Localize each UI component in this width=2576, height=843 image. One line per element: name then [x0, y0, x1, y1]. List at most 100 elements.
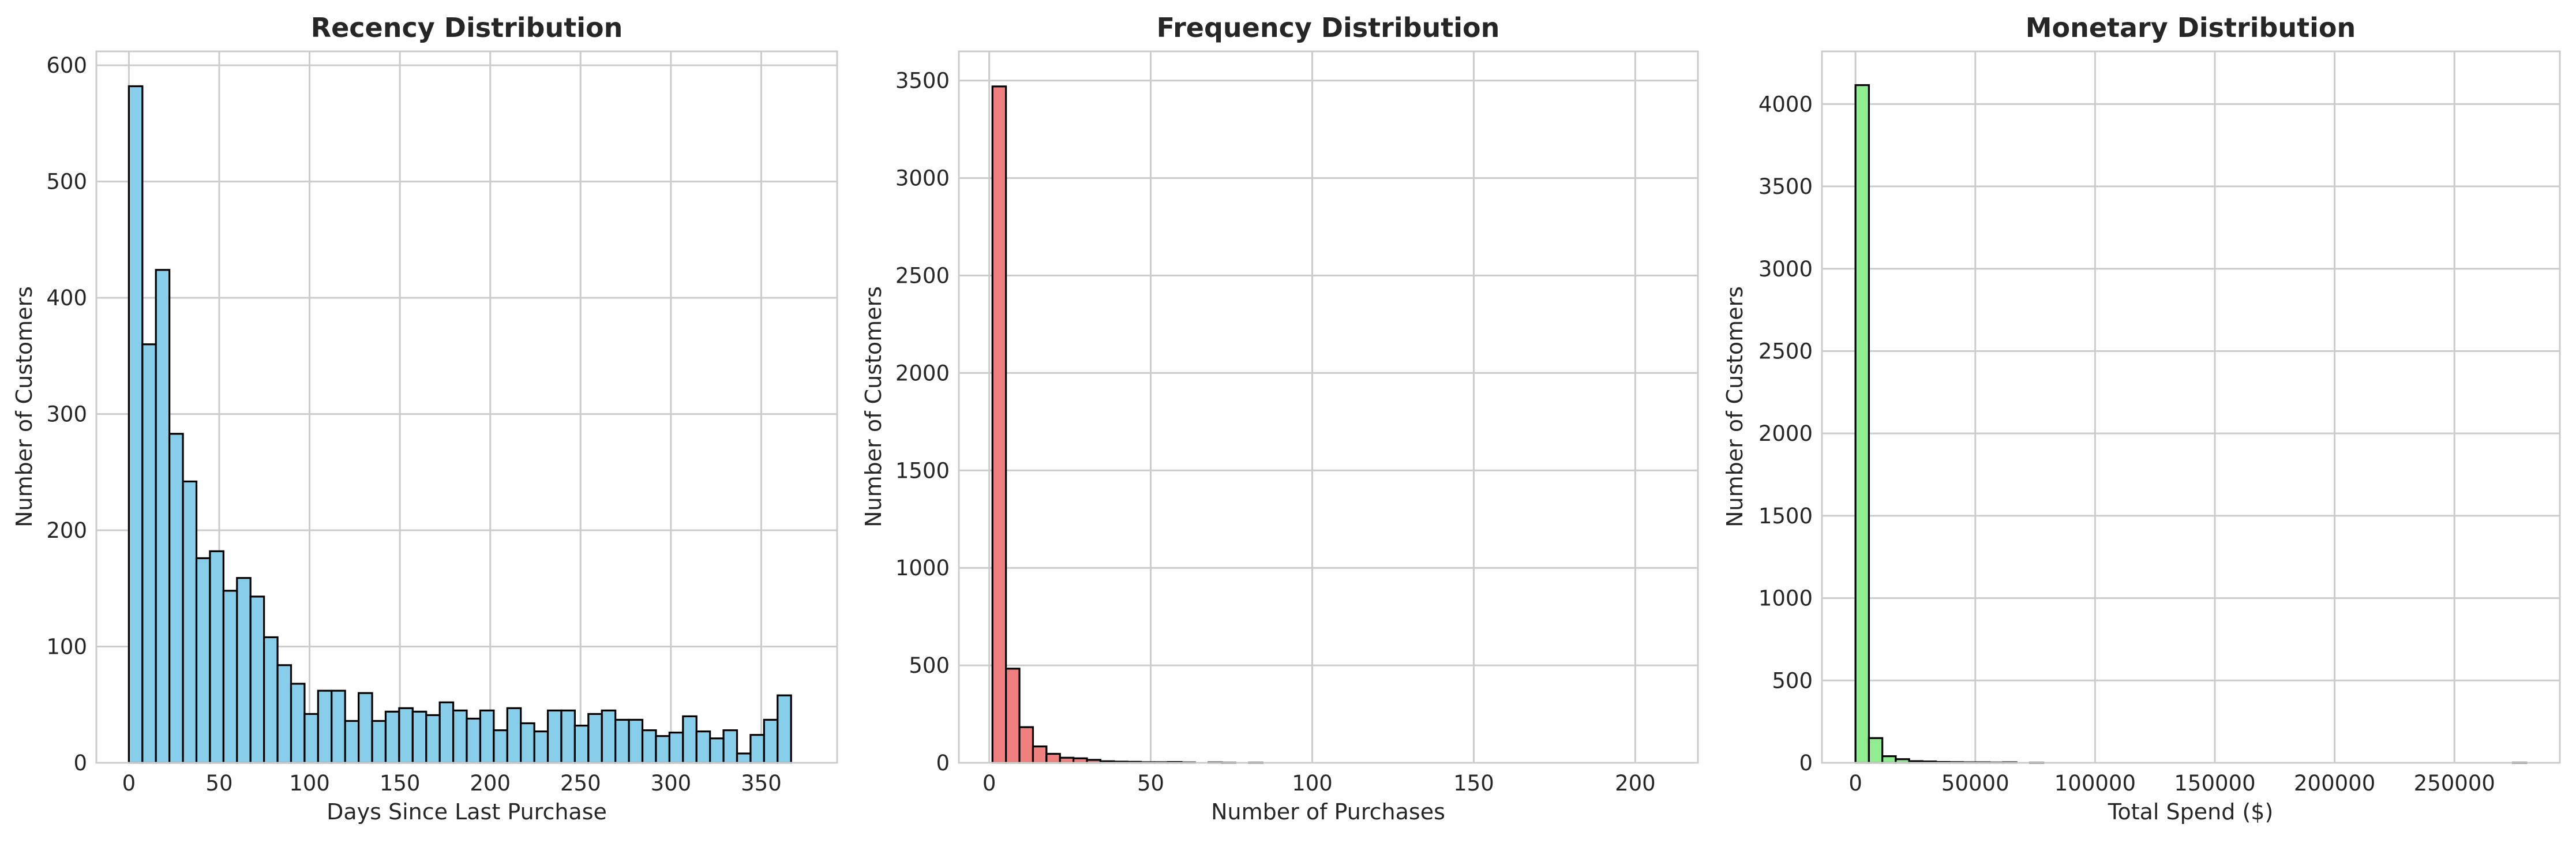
- monetary-y-tick-label: 1500: [1758, 504, 1813, 529]
- frequency-y-tick-label: 2000: [895, 361, 950, 385]
- recency-bar: [303, 713, 319, 764]
- frequency-axes-frame: [958, 50, 1699, 764]
- recency-bar: [722, 729, 738, 764]
- monetary-y-tick-label: 0: [1799, 751, 1813, 775]
- monetary-x-tick-label: 200000: [2294, 771, 2375, 796]
- frequency-y-tick-label: 0: [936, 751, 950, 775]
- recency-bar: [573, 724, 590, 764]
- frequency-y-tick-label: 3000: [895, 166, 950, 191]
- recency-bar: [331, 690, 346, 764]
- frequency-panel: 0 50 100 150 2000500100015002000250030003500…: [861, 12, 1699, 825]
- frequency-bar: [1032, 745, 1048, 764]
- recency-bar: [749, 734, 765, 764]
- monetary-x-tick-label: 50000: [1941, 771, 2009, 796]
- frequency-y-axis-label: Number of Customers: [861, 286, 886, 527]
- recency-bar: [587, 713, 603, 764]
- recency-y-tick-label: 100: [46, 635, 87, 660]
- recency-bar: [655, 735, 670, 764]
- monetary-axes-frame: [1821, 50, 2561, 764]
- recency-bar: [763, 718, 779, 764]
- monetary-y-tick-label: 1000: [1758, 586, 1813, 611]
- recency-bar: [438, 701, 455, 764]
- recency-bar: [384, 710, 400, 764]
- recency-panel: 0 50 100 150 200 250 300 350 0 100 200 300 400 500 600…: [12, 12, 838, 825]
- monetary-x-tick-label: 150000: [2174, 771, 2255, 796]
- monetary-y-tick-label: 3000: [1758, 257, 1813, 282]
- monetary-x-axis-label: Total Spend ($): [2108, 799, 2274, 825]
- frequency-x-tick-label: 200: [1615, 771, 1656, 796]
- monetary-bar: [1881, 755, 1897, 764]
- frequency-spines: [958, 50, 1699, 764]
- recency-y-tick-label: 500: [46, 170, 87, 194]
- frequency-y-tick-label: 3500: [895, 69, 950, 93]
- monetary-y-tick-label: 4000: [1758, 92, 1813, 117]
- recency-bar: [398, 707, 414, 764]
- frequency-y-tick-label: 2500: [895, 263, 950, 288]
- frequency-x-tick-label: 50: [1137, 771, 1164, 796]
- recency-bar: [168, 433, 184, 764]
- frequency-x-axis-label: Number of Purchases: [1211, 799, 1445, 825]
- recency-x-tick-label: 50: [205, 771, 233, 796]
- recency-x-tick-label: 250: [560, 771, 601, 796]
- recency-bar: [614, 718, 630, 764]
- frequency-x-tick-label: 100: [1292, 771, 1333, 796]
- recency-bar: [357, 692, 373, 764]
- monetary-bar: [1868, 737, 1884, 764]
- recency-bar: [222, 590, 238, 764]
- recency-bar: [546, 709, 563, 764]
- frequency-x-tick-label: 150: [1453, 771, 1494, 796]
- recency-y-tick-label: 300: [46, 402, 87, 427]
- monetary-y-tick-label: 2000: [1758, 421, 1813, 446]
- recency-axes-frame: [95, 50, 838, 764]
- recency-bar: [709, 737, 725, 764]
- monetary-x-tick-label: 100000: [2054, 771, 2136, 796]
- frequency-bar: [1005, 668, 1021, 764]
- recency-bar: [736, 752, 752, 764]
- monetary-bar: [1854, 84, 1870, 764]
- recency-spines: [95, 50, 838, 764]
- recency-bar: [520, 722, 535, 764]
- monetary-ticks: 0 50000 100000 150000 200000 250000 0 500 1000 15…: [1758, 92, 2495, 796]
- frequency-y-tick-label: 1000: [895, 556, 950, 580]
- monetary-chart-title: Monetary Distribution: [2026, 12, 2356, 43]
- recency-x-tick-label: 100: [289, 771, 330, 796]
- monetary-y-axis-label: Number of Customers: [1722, 286, 1748, 527]
- recency-y-axis-label: Number of Customers: [12, 286, 37, 527]
- recency-bar: [641, 729, 657, 764]
- recency-chart-title: Recency Distribution: [311, 12, 623, 43]
- frequency-bar: [1018, 726, 1034, 764]
- recency-bar: [560, 709, 576, 764]
- recency-x-tick-label: 300: [651, 771, 692, 796]
- recency-bar: [628, 718, 644, 764]
- recency-bar: [682, 715, 698, 764]
- recency-ticks: 0 50 100 150 200 250 300 350 0 100 200 300 400 500 600: [46, 53, 781, 796]
- monetary-x-tick-label: 0: [1848, 771, 1862, 796]
- recency-x-tick-label: 200: [470, 771, 511, 796]
- recency-bar: [371, 720, 387, 764]
- recency-y-tick-label: 400: [46, 286, 87, 310]
- recency-x-tick-label: 150: [380, 771, 421, 796]
- recency-bar: [236, 577, 252, 764]
- monetary-y-tick-label: 3500: [1758, 174, 1813, 199]
- recency-bar: [263, 636, 279, 764]
- recency-x-tick-label: 0: [122, 771, 136, 796]
- recency-bar: [155, 269, 171, 764]
- frequency-x-tick-label: 0: [983, 771, 996, 796]
- recency-bar: [249, 595, 265, 764]
- recency-bar: [695, 730, 711, 764]
- recency-bar: [182, 480, 198, 764]
- monetary-spines: [1821, 50, 2561, 764]
- monetary-y-tick-label: 2500: [1758, 339, 1813, 364]
- recency-y-tick-label: 600: [46, 53, 87, 78]
- frequency-bar: [991, 85, 1007, 764]
- monetary-x-tick-label: 250000: [2414, 771, 2495, 796]
- recency-bar: [128, 85, 144, 764]
- recency-x-tick-label: 350: [741, 771, 782, 796]
- frequency-y-tick-label: 1500: [895, 458, 950, 483]
- recency-bar: [668, 732, 684, 764]
- recency-y-tick-label: 0: [73, 751, 87, 775]
- frequency-y-tick-label: 500: [909, 653, 950, 678]
